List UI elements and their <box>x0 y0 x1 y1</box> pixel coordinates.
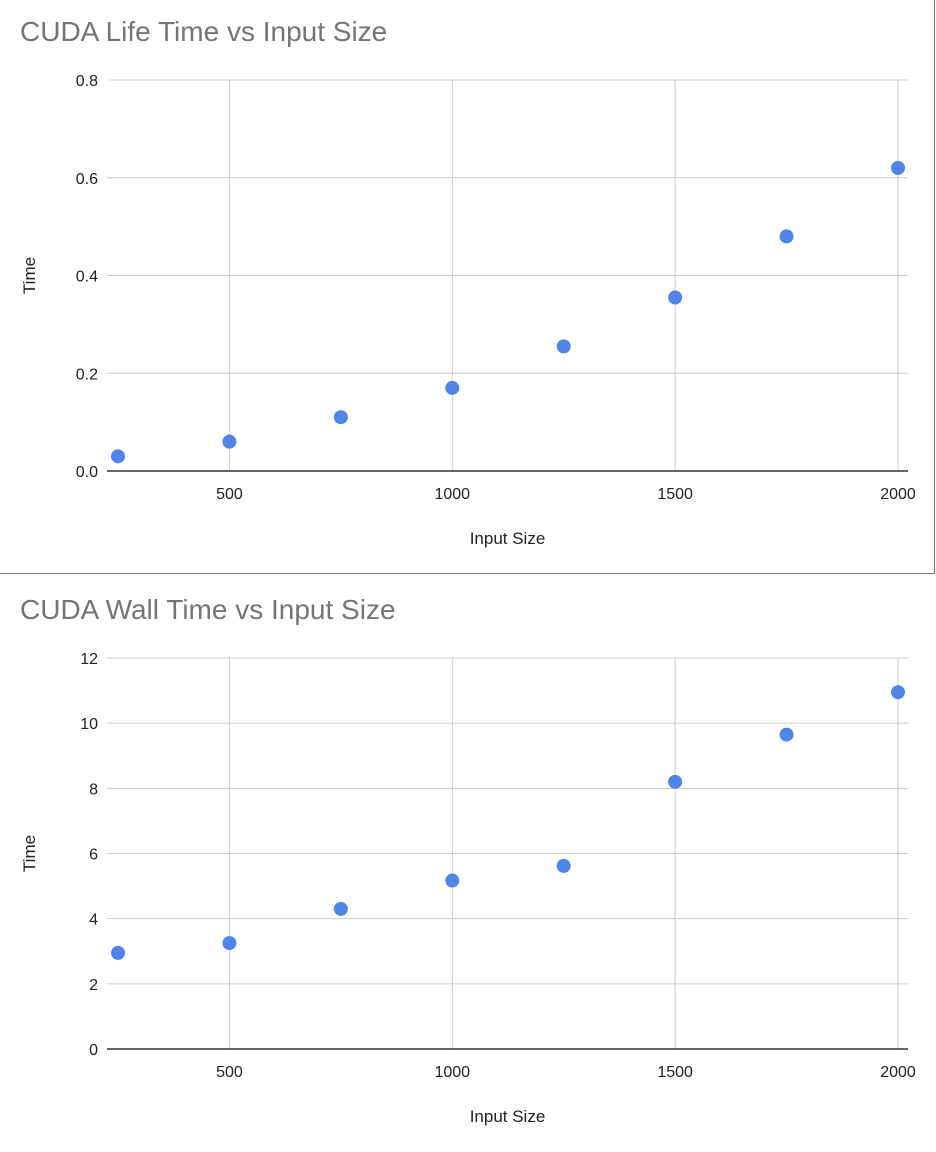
life-time-scatter-plot: 500 1000 1500 2000 0.0 0.2 0.4 0.6 0.8 Input Size… <box>20 73 916 548</box>
data-point <box>779 229 794 244</box>
x-tick-label: 2000 <box>880 486 916 503</box>
y-tick-label: 0.0 <box>76 464 98 481</box>
data-point <box>779 727 794 742</box>
data-point <box>445 873 460 888</box>
y-tick-label: 6 <box>89 847 98 864</box>
y-tick-label: 12 <box>80 651 98 668</box>
x-tick-label: 1500 <box>657 486 693 503</box>
data-point <box>891 160 905 175</box>
y-tick-label: 0.4 <box>76 269 98 286</box>
data-point <box>445 380 460 395</box>
y-tick-label: 2 <box>89 977 98 994</box>
data-point <box>222 936 237 951</box>
x-tick-label: 2000 <box>880 1064 916 1081</box>
y-tick-label: 4 <box>89 912 98 929</box>
y-tick-label: 0 <box>89 1042 98 1059</box>
x-axis-title: Input Size <box>470 529 546 548</box>
y-tick-label: 10 <box>80 716 98 733</box>
chart-title: CUDA Wall Time vs Input Size <box>20 594 396 625</box>
x-tick-label: 500 <box>216 1064 243 1081</box>
life-time-chart-panel: CUDA Life Time vs Input Size 500 1000 1500… <box>0 0 935 574</box>
x-tick-label: 500 <box>216 486 243 503</box>
data-point <box>222 434 237 449</box>
data-point <box>333 901 348 916</box>
y-axis-title: Time <box>20 257 39 294</box>
y-axis-title: Time <box>20 835 39 872</box>
x-tick-label: 1000 <box>434 1064 470 1081</box>
data-point <box>333 410 348 425</box>
y-tick-label: 0.6 <box>76 171 98 188</box>
x-axis-title: Input Size <box>470 1107 546 1126</box>
data-point <box>668 774 683 789</box>
x-tick-label: 1500 <box>657 1064 693 1081</box>
data-point <box>891 685 905 700</box>
wall-time-scatter-plot: 500 1000 1500 2000 0 2 4 6 8 10 12 Input Size Time <box>20 651 916 1126</box>
data-point <box>111 449 125 464</box>
x-tick-label: 1000 <box>434 486 470 503</box>
data-point <box>556 339 571 354</box>
y-tick-label: 0.2 <box>76 366 98 383</box>
chart-title: CUDA Life Time vs Input Size <box>20 16 388 47</box>
y-tick-label: 0.8 <box>76 73 98 90</box>
data-point <box>556 858 571 873</box>
y-tick-label: 8 <box>89 781 98 798</box>
data-point <box>111 945 125 960</box>
wall-time-chart-panel: CUDA Wall Time vs Input Size 500 1000 1500… <box>0 578 934 1152</box>
data-point <box>668 290 683 305</box>
